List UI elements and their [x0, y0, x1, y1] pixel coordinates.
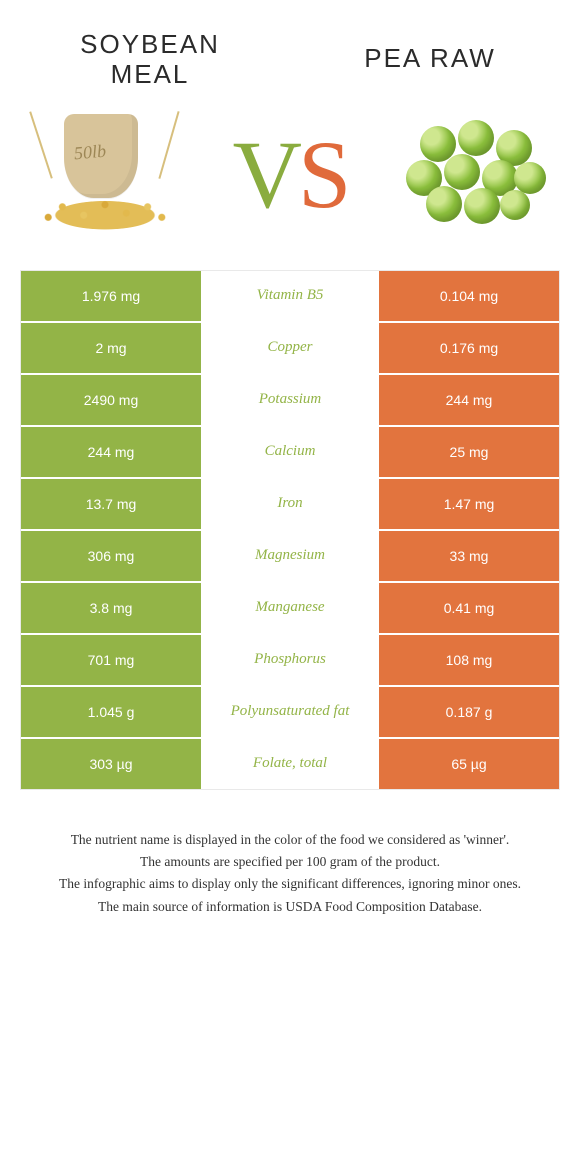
vs-row: 50lb VS — [0, 100, 580, 270]
table-row: 2 mgCopper0.176 mg — [21, 323, 559, 375]
nutrient-name: Iron — [201, 479, 379, 529]
pea-value: 108 mg — [379, 635, 559, 685]
soybean-value: 303 µg — [21, 739, 201, 789]
vs-v: V — [233, 121, 298, 228]
vs-text: VS — [233, 119, 348, 230]
soybean-value: 1.976 mg — [21, 271, 201, 321]
pea-image — [400, 110, 550, 240]
table-row: 2490 mgPotassium244 mg — [21, 375, 559, 427]
soybean-value: 701 mg — [21, 635, 201, 685]
table-row: 701 mgPhosphorus108 mg — [21, 635, 559, 687]
footnotes: The nutrient name is displayed in the co… — [0, 790, 580, 917]
table-row: 13.7 mgIron1.47 mg — [21, 479, 559, 531]
nutrient-name: Potassium — [201, 375, 379, 425]
table-row: 3.8 mgManganese0.41 mg — [21, 583, 559, 635]
infographic-root: Soybean meal Pea raw 50lb VS 1.976 mgVit… — [0, 0, 580, 917]
footnote-line: The main source of information is USDA F… — [30, 897, 550, 917]
peas-icon — [400, 120, 550, 230]
soybean-value: 306 mg — [21, 531, 201, 581]
pea-value: 25 mg — [379, 427, 559, 477]
table-row: 306 mgMagnesium33 mg — [21, 531, 559, 583]
soybean-value: 244 mg — [21, 427, 201, 477]
pea-value: 33 mg — [379, 531, 559, 581]
nutrient-name: Manganese — [201, 583, 379, 633]
nutrient-name: Copper — [201, 323, 379, 373]
pea-value: 0.41 mg — [379, 583, 559, 633]
pea-value: 65 µg — [379, 739, 559, 789]
table-row: 303 µgFolate, total65 µg — [21, 739, 559, 789]
footnote-line: The infographic aims to display only the… — [30, 874, 550, 894]
soybean-value: 2 mg — [21, 323, 201, 373]
pea-value: 244 mg — [379, 375, 559, 425]
footnote-line: The amounts are specified per 100 gram o… — [30, 852, 550, 872]
header: Soybean meal Pea raw — [0, 0, 580, 100]
pea-value: 0.187 g — [379, 687, 559, 737]
nutrient-name: Vitamin B5 — [201, 271, 379, 321]
comparison-table: 1.976 mgVitamin B50.104 mg2 mgCopper0.17… — [20, 270, 560, 790]
pea-value: 1.47 mg — [379, 479, 559, 529]
nutrient-name: Polyunsaturated fat — [201, 687, 379, 737]
pea-value: 0.104 mg — [379, 271, 559, 321]
nutrient-name: Magnesium — [201, 531, 379, 581]
sack-label: 50lb — [73, 140, 107, 164]
table-row: 1.976 mgVitamin B50.104 mg — [21, 271, 559, 323]
soybean-value: 2490 mg — [21, 375, 201, 425]
vs-s: S — [298, 121, 347, 228]
footnote-line: The nutrient name is displayed in the co… — [30, 830, 550, 850]
soybean-value: 13.7 mg — [21, 479, 201, 529]
title-pea: Pea raw — [330, 44, 530, 90]
soybean-value: 1.045 g — [21, 687, 201, 737]
soybean-value: 3.8 mg — [21, 583, 201, 633]
nutrient-name: Phosphorus — [201, 635, 379, 685]
soybean-image: 50lb — [30, 110, 180, 240]
pea-value: 0.176 mg — [379, 323, 559, 373]
sack-icon: 50lb — [30, 110, 180, 240]
table-row: 1.045 gPolyunsaturated fat0.187 g — [21, 687, 559, 739]
nutrient-name: Calcium — [201, 427, 379, 477]
title-soybean: Soybean meal — [50, 30, 250, 90]
table-row: 244 mgCalcium25 mg — [21, 427, 559, 479]
nutrient-name: Folate, total — [201, 739, 379, 789]
